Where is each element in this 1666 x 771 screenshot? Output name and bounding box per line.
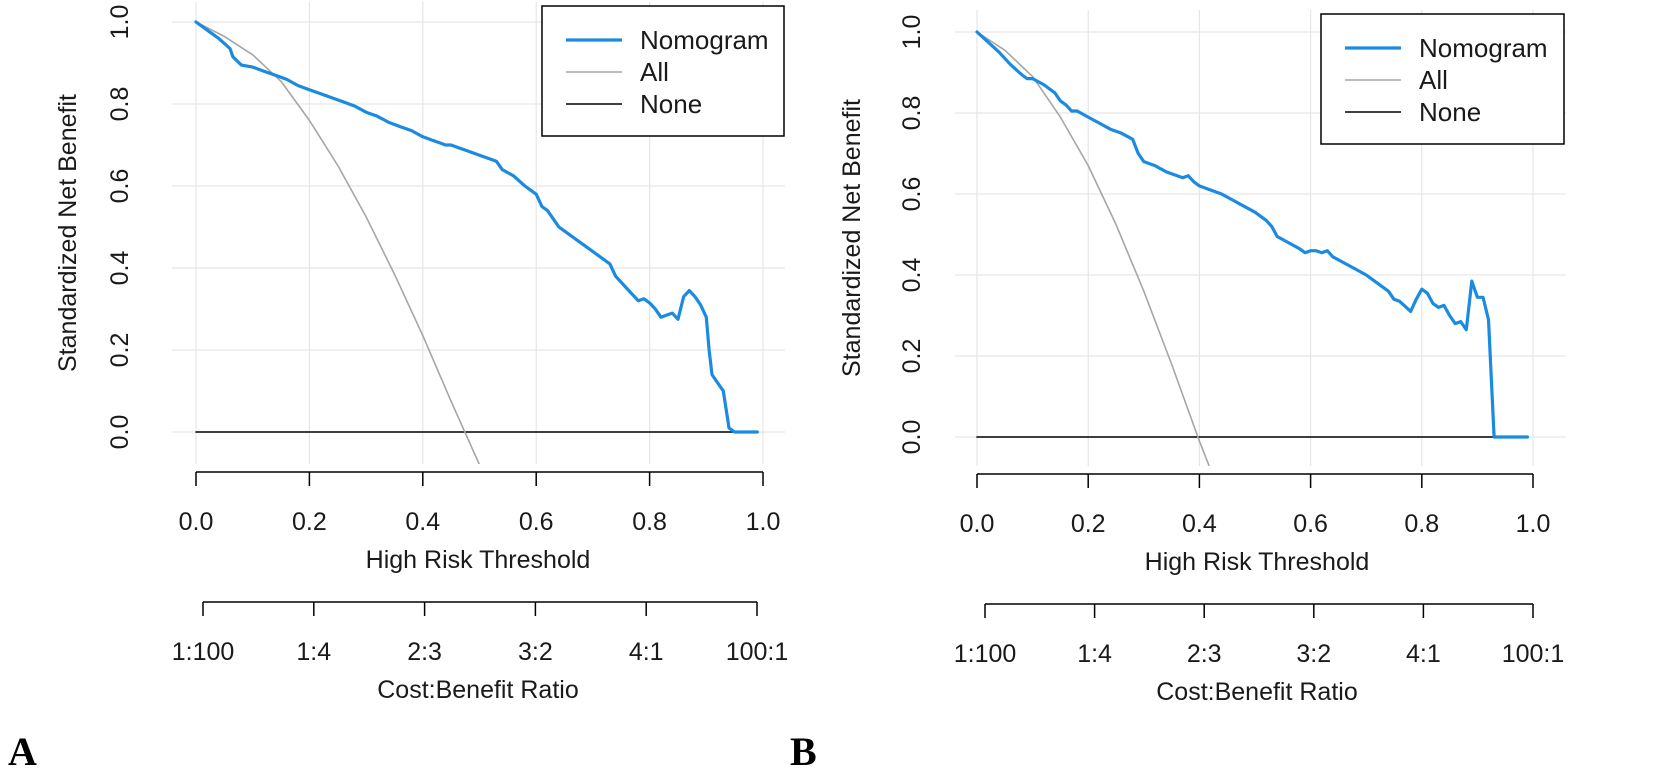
cost-benefit-tick-label: 2:3 [1187, 640, 1222, 668]
legend-box [1320, 13, 1565, 145]
x-tick-label: 0.8 [632, 508, 667, 536]
y-tick-label: 0.6 [898, 177, 926, 212]
cost-benefit-tick-label: 1:100 [172, 638, 235, 666]
series-line-all [195, 21, 481, 464]
cost-benefit-tick-label: 3:2 [518, 638, 553, 666]
y-axis-title: Standardized Net Benefit [838, 99, 866, 377]
x-tick-label: 0.4 [1182, 510, 1217, 538]
cost-benefit-tick-label: 4:1 [629, 638, 664, 666]
panel-a: 0.0 0.2 0.4 0.6 0.8 1.0 Standardized Net Benef… [8, 2, 788, 771]
y-tick-label: 0.4 [106, 251, 134, 286]
x-axis: 0.0 0.2 0.4 0.6 0.8 1.0 High Risk Threshold [179, 471, 781, 574]
cost-benefit-tick-label: 2:3 [407, 638, 442, 666]
legend-label-none: None [640, 89, 702, 119]
cost-benefit-tick-label: 100:1 [726, 638, 789, 666]
y-tick-label: 1.0 [106, 5, 134, 40]
y-axis: 0.0 0.2 0.4 0.6 0.8 1.0 Standardized Net Benef… [54, 5, 134, 450]
series-group [975, 30, 1530, 466]
x-tick-label: 0.2 [1071, 510, 1106, 538]
legend-label-none: None [1419, 97, 1481, 127]
x-axis: 0.0 0.2 0.4 0.6 0.8 1.0 High Risk Threshold [960, 473, 1551, 576]
series-line-nomogram [194, 20, 759, 434]
x-tick-label: 0.2 [292, 508, 327, 536]
y-tick-label: 0.6 [106, 169, 134, 204]
y-axis-title: Standardized Net Benefit [54, 94, 82, 372]
y-tick-label: 0.8 [898, 96, 926, 131]
cost-benefit-tick-label: 4:1 [1406, 640, 1441, 668]
legend-label-all: All [640, 57, 669, 87]
x-tick-label: 1.0 [1516, 510, 1551, 538]
panel-b: 0.0 0.2 0.4 0.6 0.8 1.0 Standardized Net Benef… [790, 10, 1566, 771]
cost-benefit-axis: 1:100 1:4 2:3 3:2 4:1 100:1 Cost:Benefit Ratio [172, 601, 789, 704]
x-tick-label: 1.0 [746, 508, 781, 536]
series-line-all [976, 31, 1211, 466]
cost-benefit-tick-label: 100:1 [1502, 640, 1565, 668]
x-tick-label: 0.0 [179, 508, 214, 536]
x-tick-label: 0.6 [519, 508, 554, 536]
y-tick-label: 0.2 [106, 333, 134, 368]
y-tick-label: 0.0 [898, 420, 926, 455]
gridlines [955, 10, 1566, 466]
y-tick-label: 0.4 [898, 258, 926, 293]
x-tick-label: 0.8 [1404, 510, 1439, 538]
x-axis-title: High Risk Threshold [1145, 548, 1370, 576]
y-tick-label: 1.0 [898, 15, 926, 50]
legend-label-nomogram: Nomogram [1419, 33, 1548, 63]
y-tick-label: 0.2 [898, 339, 926, 374]
y-tick-label: 0.8 [106, 87, 134, 122]
panel-label: B [790, 729, 817, 771]
x-axis-title: High Risk Threshold [366, 546, 591, 574]
cost-benefit-tick-label: 1:100 [954, 640, 1017, 668]
y-axis: 0.0 0.2 0.4 0.6 0.8 1.0 Standardized Net Benef… [838, 15, 926, 455]
series-line-nomogram [975, 30, 1530, 439]
x-tick-label: 0.6 [1293, 510, 1328, 538]
legend-label-all: All [1419, 65, 1448, 95]
cost-benefit-tick-label: 1:4 [1077, 640, 1112, 668]
cost-benefit-tick-label: 1:4 [296, 638, 331, 666]
cost-benefit-axis: 1:100 1:4 2:3 3:2 4:1 100:1 Cost:Benefit Ratio [954, 603, 1565, 706]
x-tick-label: 0.4 [405, 508, 440, 536]
cost-benefit-tick-label: 3:2 [1296, 640, 1331, 668]
legend-box [541, 5, 785, 137]
cost-benefit-axis-title: Cost:Benefit Ratio [377, 676, 579, 704]
legend-label-nomogram: Nomogram [640, 25, 769, 55]
x-tick-label: 0.0 [960, 510, 995, 538]
panel-label: A [8, 729, 37, 771]
cost-benefit-axis-title: Cost:Benefit Ratio [1156, 678, 1358, 706]
y-tick-label: 0.0 [106, 415, 134, 450]
series-group [194, 20, 759, 464]
